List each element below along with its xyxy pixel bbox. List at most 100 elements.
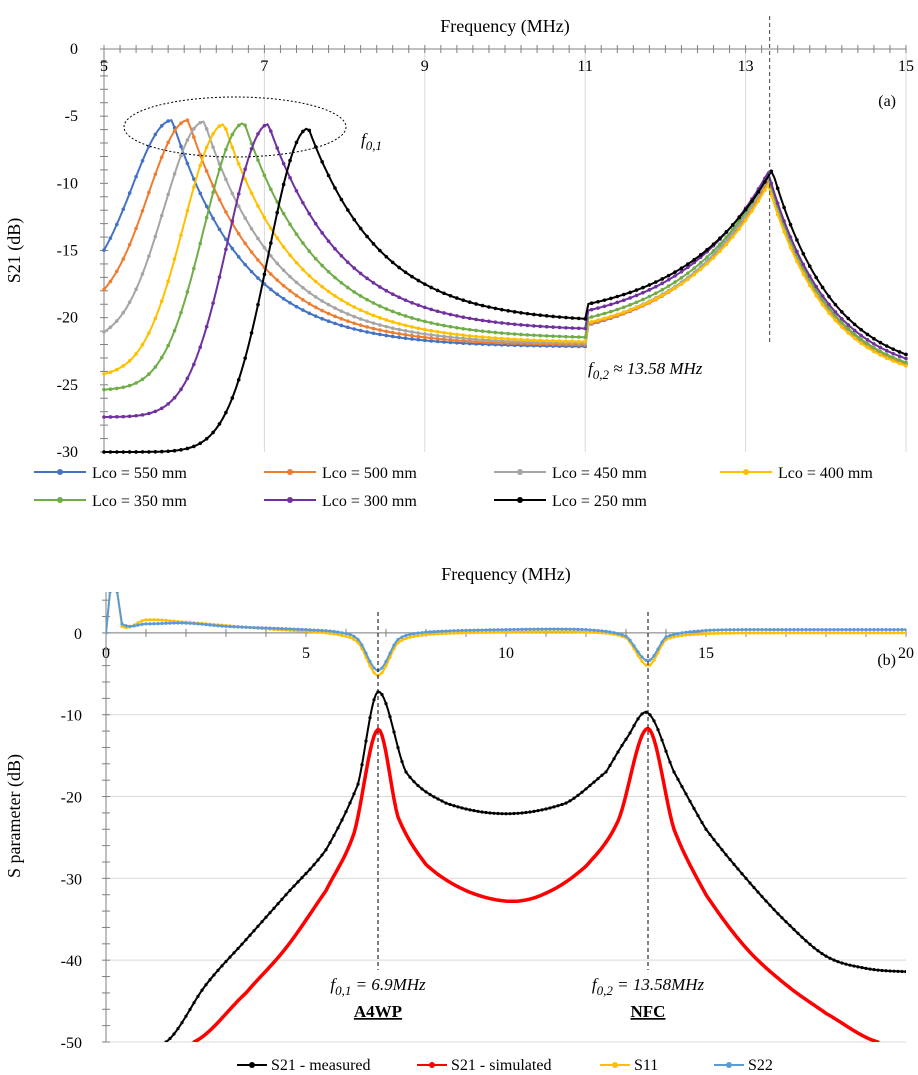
data-point-a-2 <box>204 127 209 131</box>
data-point-b-0 <box>212 973 216 977</box>
data-point-b-3 <box>684 630 688 634</box>
data-point-b-0 <box>684 792 688 796</box>
data-point-a-3 <box>134 352 138 356</box>
data-point-a-6 <box>666 273 671 278</box>
data-point-a-4 <box>243 123 247 128</box>
data-point-a-3 <box>820 302 825 307</box>
data-point-a-6 <box>711 242 716 246</box>
data-point-a-5 <box>326 239 331 243</box>
data-point-b-0 <box>636 717 640 721</box>
data-point-a-4 <box>711 249 716 253</box>
data-point-a-6 <box>583 317 587 321</box>
data-point-a-4 <box>326 270 331 274</box>
data-point-b-3 <box>720 628 724 632</box>
data-point-b-1 <box>764 966 768 970</box>
data-point-b-3 <box>420 631 424 635</box>
data-point-a-4 <box>673 280 677 284</box>
data-point-a-5 <box>448 312 453 317</box>
data-point-a-6 <box>621 292 626 297</box>
data-point-b-2 <box>548 629 552 634</box>
data-point-b-2 <box>708 631 712 636</box>
data-point-b-1 <box>412 846 416 850</box>
data-point-a-6 <box>358 226 363 231</box>
data-point-a-5 <box>230 219 235 223</box>
data-point-b-1 <box>708 899 712 903</box>
data-point-b-3 <box>460 628 464 633</box>
data-point-a-3 <box>653 296 658 301</box>
data-point-a-5 <box>795 249 799 254</box>
data-point-b-0 <box>796 931 800 935</box>
data-point-a-6 <box>737 215 741 220</box>
data-point-a-6 <box>814 275 818 280</box>
data-point-b-2 <box>448 631 452 635</box>
data-point-a-6 <box>339 197 344 202</box>
data-point-b-1 <box>536 894 540 899</box>
data-point-a-3 <box>763 188 767 193</box>
data-point-b-3 <box>888 628 892 632</box>
data-point-a-4 <box>179 310 183 315</box>
x-axis-title-a: Frequency (MHz) <box>440 16 569 37</box>
data-point-a-3 <box>301 267 305 272</box>
y-tick-label-a: 0 <box>70 41 78 58</box>
x-tick-label-b: 20 <box>898 645 914 662</box>
data-point-a-6 <box>538 313 543 317</box>
data-point-a-0 <box>410 337 414 341</box>
data-point-a-5 <box>185 376 190 381</box>
data-point-a-1 <box>192 135 196 139</box>
data-point-a-3 <box>313 279 318 284</box>
data-point-b-0 <box>632 724 636 728</box>
data-point-b-1 <box>704 893 708 897</box>
data-point-a-3 <box>499 336 504 341</box>
data-point-a-3 <box>127 359 132 363</box>
data-point-b-0 <box>872 968 876 972</box>
panel-label-b: (b) <box>877 652 896 669</box>
data-point-b-0 <box>668 760 672 764</box>
data-point-a-3 <box>371 313 376 318</box>
data-point-b-0 <box>672 770 676 774</box>
data-point-b-1 <box>664 792 668 797</box>
data-point-a-4 <box>134 381 138 385</box>
data-point-b-0 <box>644 710 648 714</box>
data-point-b-1 <box>680 846 684 850</box>
data-point-a-6 <box>859 327 863 332</box>
data-point-a-5 <box>679 269 684 274</box>
data-point-a-4 <box>718 242 722 246</box>
data-point-b-0 <box>548 806 552 810</box>
data-point-a-1 <box>416 334 421 339</box>
legend-b: S21 - measured S21 - simulated S11 S22 <box>237 1057 773 1074</box>
data-point-b-2 <box>772 631 776 635</box>
data-point-b-0 <box>520 811 524 815</box>
data-point-a-5 <box>134 413 138 418</box>
data-point-b-1 <box>484 895 488 900</box>
data-point-a-5 <box>564 325 568 330</box>
data-point-b-1 <box>732 931 736 936</box>
data-point-a-1 <box>281 283 286 288</box>
data-point-a-2 <box>198 120 203 125</box>
data-point-b-3 <box>500 628 504 632</box>
data-point-b-3 <box>868 628 872 632</box>
data-point-a-5 <box>641 290 645 295</box>
data-point-a-1 <box>313 305 318 310</box>
data-point-b-3 <box>628 638 632 642</box>
data-point-b-3 <box>408 632 412 636</box>
data-point-a-1 <box>320 308 324 313</box>
data-point-a-3 <box>320 284 324 289</box>
data-point-a-2 <box>448 335 453 339</box>
data-point-b-3 <box>492 628 496 632</box>
data-point-b-0 <box>272 906 276 910</box>
data-point-b-3 <box>276 626 280 631</box>
data-point-a-4 <box>121 385 126 390</box>
data-point-a-6 <box>249 331 254 335</box>
data-point-a-5 <box>647 288 652 292</box>
data-point-a-1 <box>269 272 273 276</box>
data-point-b-0 <box>496 811 500 816</box>
data-point-b-3 <box>152 622 156 626</box>
data-point-a-5 <box>166 402 170 406</box>
data-point-b-0 <box>260 920 264 924</box>
data-point-b-0 <box>512 811 516 816</box>
data-point-a-6 <box>256 302 260 307</box>
data-point-b-1 <box>324 889 328 893</box>
data-point-b-3 <box>880 628 884 632</box>
data-point-a-4 <box>313 256 318 261</box>
data-point-a-3 <box>294 260 299 265</box>
